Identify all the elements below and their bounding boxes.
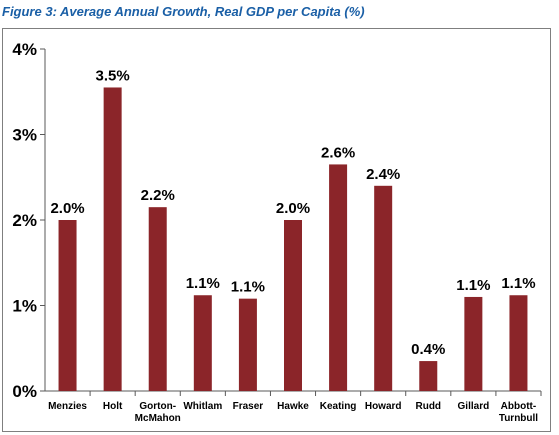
category-label: Gorton-McMahon [135, 401, 181, 424]
y-tick-label: 3% [12, 126, 37, 145]
bar [509, 295, 528, 391]
category-label: Fraser [233, 401, 264, 412]
bar [193, 295, 212, 391]
bar [329, 164, 348, 391]
data-label: 2.0% [276, 200, 310, 217]
data-label: 1.1% [186, 275, 220, 292]
data-label: 1.1% [456, 277, 490, 294]
category-label: Holt [103, 401, 123, 412]
bar [464, 296, 483, 391]
data-label: 1.1% [231, 279, 265, 296]
y-tick-label: 1% [12, 297, 37, 316]
category-label: Whitlam [183, 401, 222, 412]
data-label: 2.4% [366, 166, 400, 183]
data-label: 2.0% [50, 200, 84, 217]
bar-chart: 0% 1% 2% 3% 4% 2.0% Menzies 3.5% Holt 2.2% Gorton-… [12, 40, 542, 424]
category-label: Howard [365, 401, 402, 412]
bar [58, 220, 77, 391]
category-label: Hawke [277, 401, 309, 412]
y-tick-label: 0% [12, 382, 37, 401]
figure-title: Figure 3: Average Annual Growth, Real GD… [2, 4, 365, 19]
data-label: 2.2% [141, 187, 175, 204]
bar [374, 185, 393, 391]
y-tick-label: 4% [12, 40, 37, 59]
y-tick-label: 2% [12, 211, 37, 230]
bar [103, 87, 122, 391]
data-label: 0.4% [411, 341, 445, 358]
category-label: Abbott-Turnbull [499, 401, 538, 424]
category-label: Menzies [48, 401, 87, 412]
data-label: 3.5% [96, 67, 130, 84]
bar [419, 361, 438, 391]
data-label: 1.1% [501, 275, 535, 292]
chart-frame: 0% 1% 2% 3% 4% 2.0% Menzies 3.5% Holt 2.2% Gorton-… [2, 28, 551, 432]
category-label: Keating [320, 401, 357, 412]
bar [284, 220, 302, 391]
data-label: 2.6% [321, 144, 355, 161]
category-label: Gillard [458, 401, 490, 412]
category-label: Rudd [415, 401, 441, 412]
bar [148, 207, 167, 391]
bar [238, 298, 257, 391]
